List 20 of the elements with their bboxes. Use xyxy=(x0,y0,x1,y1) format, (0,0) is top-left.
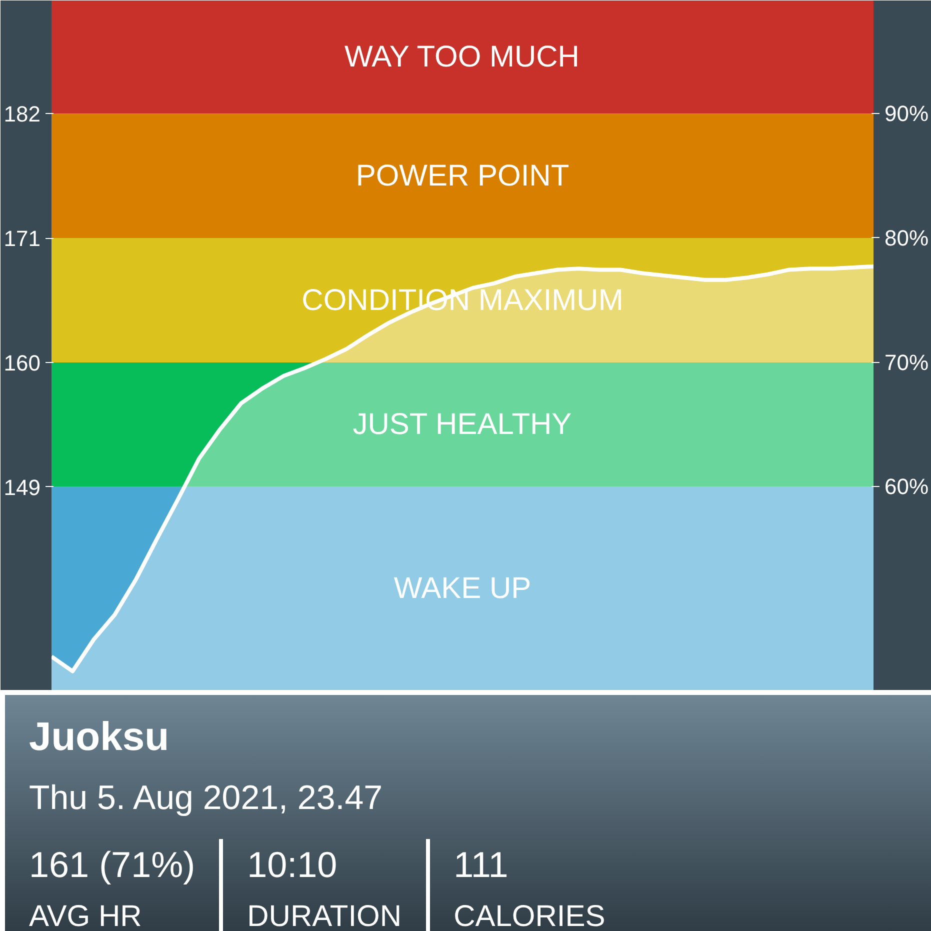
text: Juoksu xyxy=(29,714,170,761)
y-tick-label: 171 xyxy=(4,226,41,252)
band-label: WAY TOO MUCH xyxy=(344,40,580,74)
y2-tick-label: 70% xyxy=(884,350,929,375)
band-label: JUST HEALTHY xyxy=(352,408,572,442)
text: CALORIES xyxy=(454,899,606,931)
y2-tick-label: 80% xyxy=(884,225,929,250)
y2-tick-label: 60% xyxy=(884,474,929,500)
text: 161 (71%) xyxy=(29,842,196,887)
band-label: POWER POINT xyxy=(356,159,570,192)
y-tick-label: 149 xyxy=(4,474,41,500)
text: 111 xyxy=(454,842,510,887)
y2-tick-label: 90% xyxy=(884,101,929,126)
text: AVG HR xyxy=(29,899,143,931)
band-label: WAKE UP xyxy=(394,572,532,606)
text: Thu 5. Aug 2021, 23.47 xyxy=(29,778,384,820)
y-tick-label: 160 xyxy=(4,350,41,376)
text: 10:10 xyxy=(247,842,338,887)
y-tick-label: 182 xyxy=(4,102,41,127)
text: DURATION xyxy=(247,899,402,931)
